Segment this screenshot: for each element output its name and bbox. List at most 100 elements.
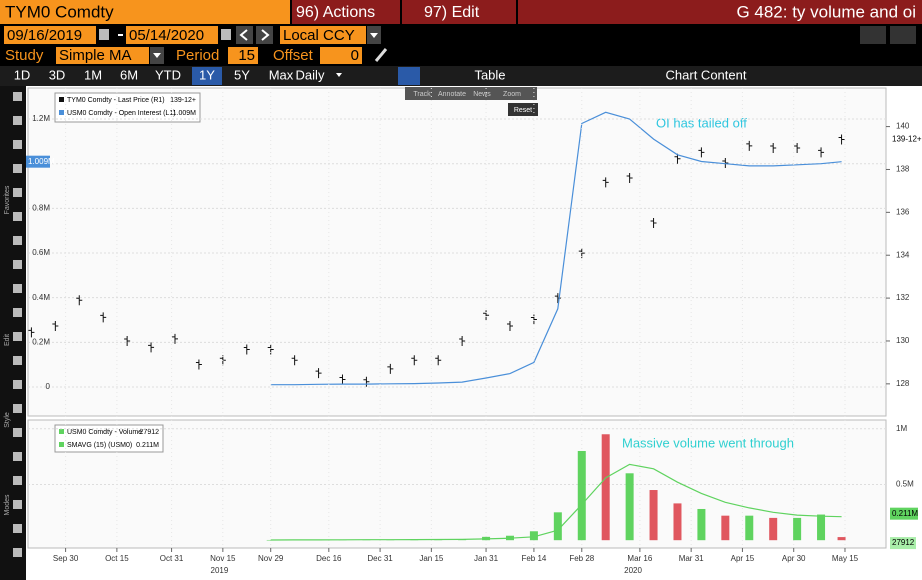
ticker-box[interactable] xyxy=(0,0,290,24)
value-tag-label: 0.211M xyxy=(892,509,918,518)
tool-icon[interactable] xyxy=(13,236,22,245)
volume-bar xyxy=(649,490,658,541)
tool-icon[interactable] xyxy=(13,500,22,509)
price-bar xyxy=(626,173,633,184)
x-tick-label: May 15 xyxy=(832,554,859,563)
tool-icon[interactable] xyxy=(13,380,22,389)
tool-icon[interactable] xyxy=(13,404,22,413)
price-bar xyxy=(243,344,250,355)
tool-icon[interactable] xyxy=(13,332,22,341)
tool[interactable]: Track xyxy=(413,91,431,98)
edit: 97) Edit xyxy=(424,4,480,21)
price-bar xyxy=(315,368,322,379)
y2-tick-label: 140 xyxy=(896,122,910,131)
tool-icon[interactable] xyxy=(13,284,22,293)
tool-icon[interactable] xyxy=(13,116,22,125)
x-tick-label: Apr 15 xyxy=(731,554,755,563)
next-icon xyxy=(261,29,270,41)
tool[interactable]: News xyxy=(473,91,491,98)
y-tick-label: 0.6M xyxy=(32,248,50,257)
tab[interactable]: YTD xyxy=(155,67,181,82)
tool[interactable]: Zoom xyxy=(503,91,521,98)
period-box[interactable] xyxy=(228,47,258,64)
tool-icon[interactable] xyxy=(13,140,22,149)
tab[interactable]: 1M xyxy=(84,67,102,82)
chart-tools xyxy=(405,87,537,100)
actions-button[interactable] xyxy=(292,0,400,24)
volume-bar xyxy=(745,515,754,541)
next-button[interactable] xyxy=(256,26,273,44)
undo-button[interactable] xyxy=(860,26,886,44)
x-tick-label: Nov 15 xyxy=(210,554,236,563)
x-tick-label: Oct 31 xyxy=(160,554,184,563)
tool-icon[interactable] xyxy=(13,356,22,365)
price-bar xyxy=(794,143,801,154)
tool-icon[interactable] xyxy=(13,212,22,221)
dropdown-arrow xyxy=(336,73,342,77)
tool-icon[interactable] xyxy=(13,428,22,437)
price-bar xyxy=(291,355,298,366)
price-bar xyxy=(435,355,442,366)
legend-value: 1.009M xyxy=(173,110,197,117)
calendar-icon[interactable] xyxy=(99,29,109,40)
tool-icon[interactable] xyxy=(13,524,22,533)
price-legend xyxy=(54,92,201,123)
table-button[interactable]: Table xyxy=(474,67,505,82)
frequency[interactable]: Daily xyxy=(296,67,325,82)
price-bar xyxy=(506,320,513,331)
tab[interactable]: 3D xyxy=(49,67,66,82)
tool-icon[interactable] xyxy=(13,188,22,197)
prev-button[interactable] xyxy=(236,26,253,44)
price-bar xyxy=(28,327,35,338)
price-bar xyxy=(171,333,178,344)
title-bar xyxy=(518,0,922,24)
tool-icon[interactable] xyxy=(13,548,22,557)
pencil-icon[interactable] xyxy=(374,48,388,62)
tab[interactable]: 1D xyxy=(14,67,31,82)
actions: 96) Actions xyxy=(296,4,375,21)
edit-button[interactable] xyxy=(402,0,516,24)
legend-entry: USM0 Comdty - Volume xyxy=(67,429,142,436)
tab[interactable]: 5Y xyxy=(234,67,250,82)
tool-icon[interactable] xyxy=(13,92,22,101)
study-box[interactable] xyxy=(56,47,149,64)
offset-box[interactable] xyxy=(320,47,362,64)
volume-bar xyxy=(625,473,634,541)
volume-bar xyxy=(697,508,706,541)
y2-tick-label: 132 xyxy=(896,293,910,302)
tool-icon[interactable] xyxy=(13,308,22,317)
tab[interactable]: 1Y xyxy=(199,67,215,82)
tool[interactable]: Annotate xyxy=(438,91,466,98)
currency: Local CCY xyxy=(283,27,355,44)
redo-button[interactable] xyxy=(890,26,916,44)
y2-tick-label: 128 xyxy=(896,379,910,388)
price-bar xyxy=(770,143,777,154)
y2-tick-label: 130 xyxy=(896,336,910,345)
price-bar xyxy=(838,134,845,145)
end-date-box[interactable] xyxy=(126,26,218,44)
start-date-box[interactable] xyxy=(4,26,96,44)
bar-chart-button[interactable] xyxy=(398,67,420,85)
calendar-icon[interactable] xyxy=(221,29,231,40)
reset-button[interactable] xyxy=(508,103,538,116)
x-tick-label: Dec 16 xyxy=(316,554,342,563)
value-tag xyxy=(890,133,922,146)
tool-icon[interactable] xyxy=(13,476,22,485)
study-label: Study xyxy=(5,47,44,64)
y-tick-label: 0 xyxy=(46,382,51,391)
value-tag-label: 139-12+ xyxy=(892,135,922,144)
tool-icon[interactable] xyxy=(13,452,22,461)
side-label: Edit xyxy=(4,334,11,346)
offset: 0 xyxy=(351,47,359,64)
tool-icon[interactable] xyxy=(13,260,22,269)
y2-tick-label: 134 xyxy=(896,250,910,259)
x-tick-label: Apr 30 xyxy=(782,554,806,563)
tool-icon[interactable] xyxy=(13,164,22,173)
tab[interactable]: Max xyxy=(269,67,294,82)
price-bar xyxy=(602,177,609,188)
x-tick-label: Sep 30 xyxy=(53,554,79,563)
chart-content-button[interactable]: Chart Content xyxy=(666,67,747,82)
tab[interactable]: 6M xyxy=(120,67,138,82)
legend-value: 139-12+ xyxy=(170,97,196,104)
currency-box[interactable] xyxy=(280,26,366,44)
